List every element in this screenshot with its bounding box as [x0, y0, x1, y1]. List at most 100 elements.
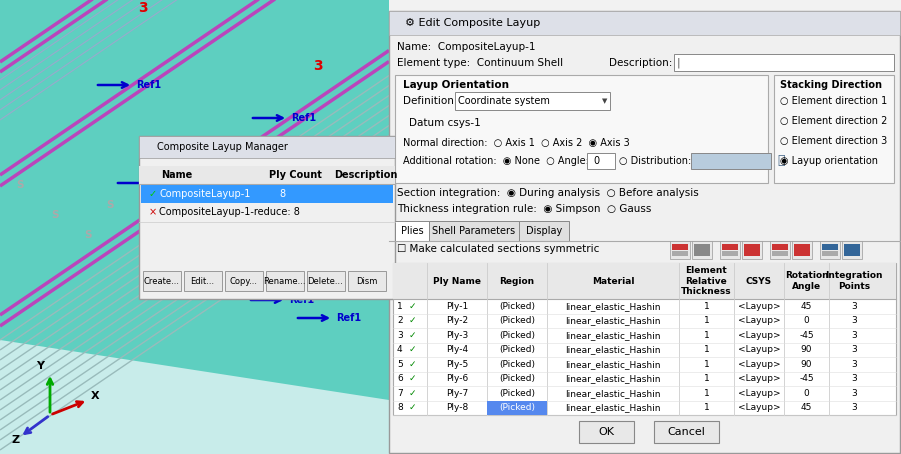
- Text: ✓: ✓: [409, 316, 416, 325]
- Text: Create...: Create...: [143, 276, 179, 286]
- Bar: [772, 251, 788, 256]
- Text: Ply-4: Ply-4: [446, 345, 468, 354]
- Text: 3: 3: [851, 345, 857, 354]
- Bar: [744, 244, 760, 256]
- Text: 90: 90: [801, 360, 812, 369]
- Text: -45: -45: [799, 331, 814, 340]
- Text: Description: Description: [334, 170, 397, 180]
- Text: 3: 3: [397, 331, 403, 340]
- Text: (Picked): (Picked): [499, 360, 535, 369]
- Text: (Picked): (Picked): [499, 331, 535, 340]
- Text: 0: 0: [804, 389, 809, 398]
- Text: 90: 90: [801, 345, 812, 354]
- Text: Ref1: Ref1: [209, 201, 234, 211]
- Bar: [774, 75, 894, 183]
- Text: <Layup>: <Layup>: [738, 345, 780, 354]
- Text: 6: 6: [397, 374, 403, 383]
- Text: linear_elastic_Hashin: linear_elastic_Hashin: [565, 389, 660, 398]
- Text: ✓: ✓: [409, 302, 416, 311]
- Bar: [770, 241, 790, 259]
- Text: Normal direction:  ○ Axis 1  ○ Axis 2  ◉ Axis 3: Normal direction: ○ Axis 1 ○ Axis 2 ◉ Ax…: [403, 138, 630, 148]
- Bar: [772, 244, 788, 250]
- Text: Ply-5: Ply-5: [446, 360, 469, 369]
- Text: ✓: ✓: [409, 331, 416, 340]
- Text: linear_elastic_Hashin: linear_elastic_Hashin: [565, 345, 660, 354]
- Text: Edit...: Edit...: [190, 276, 214, 286]
- Bar: [670, 241, 690, 259]
- Text: Name: Name: [161, 170, 192, 180]
- Text: Ref1: Ref1: [296, 237, 321, 247]
- Bar: [822, 251, 838, 256]
- Bar: [266, 271, 304, 291]
- Text: Additional rotation:  ◉ None  ○ Angle:: Additional rotation: ◉ None ○ Angle:: [403, 156, 589, 166]
- Text: 5: 5: [397, 360, 403, 369]
- Text: ×: ×: [149, 207, 157, 217]
- Text: Ref1: Ref1: [336, 313, 361, 323]
- Text: Element
Relative
Thickness: Element Relative Thickness: [681, 266, 732, 296]
- Text: Ref1: Ref1: [251, 221, 276, 231]
- Text: linear_elastic_Hashin: linear_elastic_Hashin: [565, 403, 660, 412]
- Bar: [691, 153, 771, 169]
- Text: CSYS: CSYS: [746, 276, 772, 286]
- Bar: [455, 92, 610, 110]
- Text: (Picked): (Picked): [499, 374, 535, 383]
- Text: linear_elastic_Hashin: linear_elastic_Hashin: [565, 316, 660, 325]
- Text: 0: 0: [804, 316, 809, 325]
- Text: Name:  CompositeLayup-1: Name: CompositeLayup-1: [397, 42, 535, 52]
- Text: Section integration:  ◉ During analysis  ○ Before analysis: Section integration: ◉ During analysis ○…: [397, 188, 699, 198]
- Text: OK: OK: [598, 427, 614, 437]
- Bar: [184, 271, 222, 291]
- Text: 0: 0: [593, 156, 599, 166]
- Text: linear_elastic_Hashin: linear_elastic_Hashin: [565, 374, 660, 383]
- Text: ⚙ Edit Composite Layup: ⚙ Edit Composite Layup: [405, 18, 541, 28]
- Text: Z: Z: [12, 435, 20, 445]
- Text: 3: 3: [851, 403, 857, 412]
- Text: Rename...: Rename...: [263, 276, 305, 286]
- Text: Copy...: Copy...: [230, 276, 258, 286]
- Text: 3: 3: [851, 389, 857, 398]
- Polygon shape: [0, 340, 389, 454]
- Text: S: S: [181, 245, 188, 255]
- Bar: [722, 244, 738, 250]
- Bar: [141, 185, 393, 203]
- Text: Plies: Plies: [401, 226, 423, 236]
- Text: S: S: [85, 230, 92, 240]
- Text: Shell Parameters: Shell Parameters: [432, 226, 515, 236]
- Bar: [694, 244, 710, 256]
- Text: Integration
Points: Integration Points: [825, 271, 883, 291]
- Bar: [842, 241, 862, 259]
- Text: 1: 1: [704, 316, 709, 325]
- Text: S: S: [146, 227, 154, 237]
- Text: ▼: ▼: [602, 98, 607, 104]
- Bar: [389, 11, 900, 453]
- Text: (Picked): (Picked): [499, 316, 535, 325]
- Text: Ref1: Ref1: [291, 113, 316, 123]
- Text: ○ Distribution:: ○ Distribution:: [619, 156, 691, 166]
- Bar: [487, 400, 547, 415]
- Text: ✓: ✓: [409, 374, 416, 383]
- Text: Ply-3: Ply-3: [446, 331, 469, 340]
- Text: 1: 1: [704, 389, 709, 398]
- Text: <Layup>: <Layup>: [738, 389, 780, 398]
- Bar: [429, 221, 519, 241]
- Bar: [393, 263, 896, 299]
- Bar: [672, 251, 688, 256]
- Text: Layup Orientation: Layup Orientation: [403, 80, 509, 90]
- Text: 3: 3: [851, 331, 857, 340]
- Text: Ply Count: Ply Count: [269, 170, 322, 180]
- Text: Datum csys-1: Datum csys-1: [409, 118, 481, 128]
- Bar: [672, 244, 688, 250]
- Bar: [722, 251, 738, 256]
- Text: Element type:  Continuum Shell: Element type: Continuum Shell: [397, 58, 563, 68]
- Text: Delete...: Delete...: [307, 276, 343, 286]
- Text: Composite Layup Manager: Composite Layup Manager: [157, 142, 288, 152]
- Text: <Layup>: <Layup>: [738, 331, 780, 340]
- Text: 8: 8: [397, 403, 403, 412]
- Text: ✓: ✓: [149, 189, 157, 199]
- Text: Cancel: Cancel: [667, 427, 705, 437]
- Text: Definition:: Definition:: [403, 96, 458, 106]
- Text: S: S: [256, 285, 264, 295]
- Text: Ref1: Ref1: [136, 80, 161, 90]
- Text: 3: 3: [851, 316, 857, 325]
- Text: linear_elastic_Hashin: linear_elastic_Hashin: [565, 360, 660, 369]
